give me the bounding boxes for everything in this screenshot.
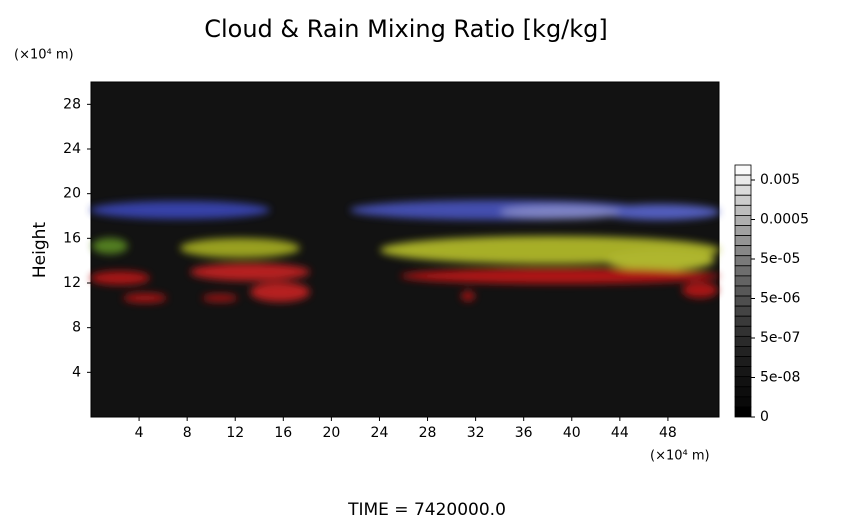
x-tick-label: 24: [371, 425, 389, 441]
colorbar-label: 5e-06: [760, 291, 800, 307]
y-tick-label: 20: [63, 186, 81, 202]
colorbar-label: 0.0005: [760, 212, 809, 228]
x-tick-label: 36: [515, 425, 533, 441]
x-tick-label: 12: [226, 425, 244, 441]
cloud-render: [90, 200, 720, 303]
time-label: TIME = 7420000.0: [347, 500, 506, 519]
y-tick-label: 12: [63, 275, 81, 291]
y-tick-label: 28: [63, 96, 81, 112]
x-tick-label: 48: [659, 425, 677, 441]
y-tick-label: 8: [72, 320, 81, 336]
colorbar-label: 5e-05: [760, 251, 800, 267]
colorbar-label: 5e-08: [760, 370, 800, 386]
colorbar-box: [734, 305, 752, 317]
colorbar-box: [734, 204, 752, 216]
colorbar-box: [734, 335, 752, 347]
x-tick-label: 32: [467, 425, 485, 441]
x-tick-label: 28: [419, 425, 437, 441]
colorbar-box: [734, 325, 752, 337]
x-tick-label: 4: [135, 425, 144, 441]
colorbar-box: [734, 295, 752, 307]
y-unit: (×10⁴ m): [14, 48, 74, 63]
colorbar-box: [734, 386, 752, 398]
colorbar-box: [734, 376, 752, 388]
colorbar-box: [734, 396, 752, 408]
colorbar-box: [734, 174, 752, 186]
x-tick-label: 20: [322, 425, 340, 441]
colorbar-box: [734, 214, 752, 226]
chart-title: Cloud & Rain Mixing Ratio [kg/kg]: [204, 15, 608, 43]
y-axis-label: Height: [30, 222, 50, 279]
colorbar-box: [734, 245, 752, 257]
y-tick-label: 4: [72, 364, 81, 380]
colorbar-box: [734, 265, 752, 277]
x-tick-label: 8: [183, 425, 192, 441]
colorbar-box: [734, 406, 752, 418]
colorbar-box: [734, 235, 752, 247]
y-tick-label: 24: [63, 141, 81, 157]
x-tick-label: 44: [611, 425, 629, 441]
colorbar-box: [734, 255, 752, 267]
colorbar-box: [734, 184, 752, 196]
x-tick-label: 16: [274, 425, 292, 441]
colorbar-box: [734, 275, 752, 287]
x-unit: (×10⁴ m): [650, 449, 710, 464]
colorbar-box: [734, 285, 752, 297]
colorbar-box: [734, 366, 752, 378]
colorbar-box: [734, 225, 752, 236]
colorbar-label: 5e-07: [760, 330, 800, 346]
colorbar-box: [734, 315, 752, 327]
x-tick-label: 40: [563, 425, 581, 441]
colorbar-box: [734, 356, 752, 367]
colorbar-box: [734, 346, 752, 357]
colorbar-box: [734, 164, 752, 176]
y-tick-label: 16: [63, 230, 81, 246]
colorbar-label: 0: [760, 409, 769, 425]
colorbar-label: 0.005: [760, 172, 800, 188]
colorbar-box: [734, 194, 752, 206]
